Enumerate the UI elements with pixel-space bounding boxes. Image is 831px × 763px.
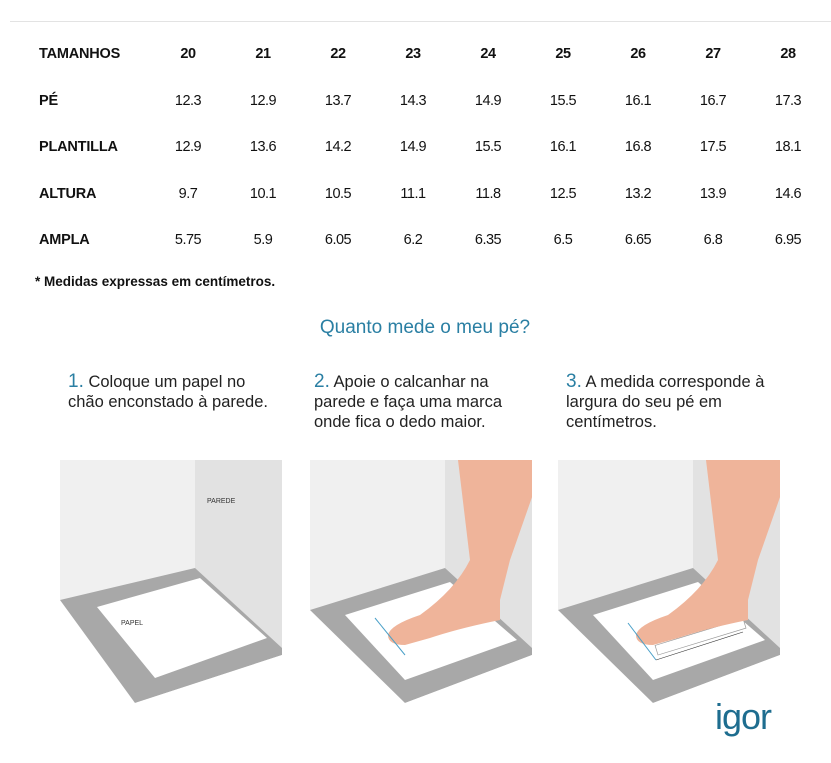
table-cell: 16.1 xyxy=(549,139,577,155)
size-header: 21 xyxy=(255,46,271,62)
table-cell: 14.2 xyxy=(324,139,352,155)
row-label: PLANTILLA xyxy=(39,139,118,155)
step-number: 2. xyxy=(314,371,330,392)
table-cell: 14.3 xyxy=(399,93,427,109)
table-cell: 6.35 xyxy=(474,232,502,248)
size-header: 25 xyxy=(555,46,571,62)
table-cell: 9.7 xyxy=(178,186,198,202)
step-2: 2. Apoie o calcanhar na parede e faça um… xyxy=(314,372,529,432)
illustration-paper-on-floor: PAREDE PAPEL xyxy=(60,460,282,703)
step-number: 1. xyxy=(68,371,84,392)
table-cell: 16.1 xyxy=(624,93,652,109)
table-cell: 11.1 xyxy=(400,186,426,202)
guide-title: Quanto mede o meu pé? xyxy=(319,317,531,338)
table-cell: 5.75 xyxy=(174,232,202,248)
ruler-icon xyxy=(654,618,747,656)
step-text: Coloque um papel no chão enconstado à pa… xyxy=(68,373,268,411)
table-row: AMPLA 5.75 5.9 6.05 6.2 6.35 6.5 6.65 6.8 6.95 xyxy=(0,230,831,250)
row-label: PÉ xyxy=(39,93,58,109)
units-note: * Medidas expressas em centímetros. xyxy=(35,274,276,289)
table-cell: 13.7 xyxy=(324,93,352,109)
size-header: 26 xyxy=(630,46,646,62)
table-cell: 6.95 xyxy=(774,232,802,248)
row-label: TAMANHOS xyxy=(39,46,121,62)
size-header: 22 xyxy=(330,46,346,62)
size-header: 20 xyxy=(180,46,196,62)
table-cell: 6.65 xyxy=(624,232,652,248)
table-row: ALTURA 9.7 10.1 10.5 11.1 11.8 12.5 13.2 13.9 14.… xyxy=(0,184,831,204)
table-cell: 5.9 xyxy=(253,232,273,248)
table-cell: 12.3 xyxy=(174,93,202,109)
table-cell: 13.2 xyxy=(624,186,652,202)
wall-label: PAREDE xyxy=(207,498,236,505)
step-number: 3. xyxy=(566,371,582,392)
paper-label: PAPEL xyxy=(121,620,143,627)
table-cell: 13.9 xyxy=(699,186,727,202)
table-cell: 18.1 xyxy=(774,139,802,155)
table-cell: 11.8 xyxy=(475,186,501,202)
size-header: 27 xyxy=(705,46,721,62)
table-cell: 6.8 xyxy=(703,232,723,248)
table-cell: 6.05 xyxy=(324,232,352,248)
table-cell: 15.5 xyxy=(549,93,577,109)
step-text: Apoie o calcanhar na parede e faça uma m… xyxy=(314,373,503,431)
table-header-row: TAMANHOS 20 21 22 23 24 25 26 27 28 xyxy=(0,44,831,64)
table-cell: 10.5 xyxy=(324,186,352,202)
size-header: 28 xyxy=(780,46,796,62)
table-cell: 12.9 xyxy=(174,139,202,155)
table-cell: 16.8 xyxy=(624,139,652,155)
table-cell: 17.3 xyxy=(774,93,802,109)
table-cell: 6.2 xyxy=(403,232,423,248)
foot-icon xyxy=(636,460,780,645)
table-cell: 14.6 xyxy=(774,186,802,202)
table-row: PÉ 12.3 12.9 13.7 14.3 14.9 15.5 16.1 16.7 17.3 xyxy=(0,91,831,111)
table-cell: 14.9 xyxy=(474,93,502,109)
size-header: 24 xyxy=(480,46,496,62)
table-cell: 15.5 xyxy=(474,139,502,155)
table-cell: 16.7 xyxy=(699,93,727,109)
step-1: 1. Coloque um papel no chão enconstado à… xyxy=(68,372,283,412)
table-cell: 6.5 xyxy=(553,232,573,248)
illustration-heel-against-wall xyxy=(310,460,532,703)
divider xyxy=(10,21,831,22)
table-cell: 12.9 xyxy=(249,93,277,109)
table-cell: 14.9 xyxy=(399,139,427,155)
step-text: A medida corresponde à largura do seu pé… xyxy=(566,373,765,431)
table-cell: 13.6 xyxy=(249,139,277,155)
size-header: 23 xyxy=(405,46,421,62)
table-cell: 17.5 xyxy=(699,139,727,155)
table-cell: 10.1 xyxy=(249,186,277,202)
row-label: AMPLA xyxy=(39,232,90,248)
table-row: PLANTILLA 12.9 13.6 14.2 14.9 15.5 16.1 16.8 17.… xyxy=(0,137,831,157)
row-label: ALTURA xyxy=(39,186,97,202)
foot-icon xyxy=(388,460,532,645)
igor-logo: igor xyxy=(715,696,772,737)
step-3: 3. A medida corresponde à largura do seu… xyxy=(566,372,781,432)
illustration-measure-foot xyxy=(558,460,780,703)
table-cell: 12.5 xyxy=(549,186,577,202)
